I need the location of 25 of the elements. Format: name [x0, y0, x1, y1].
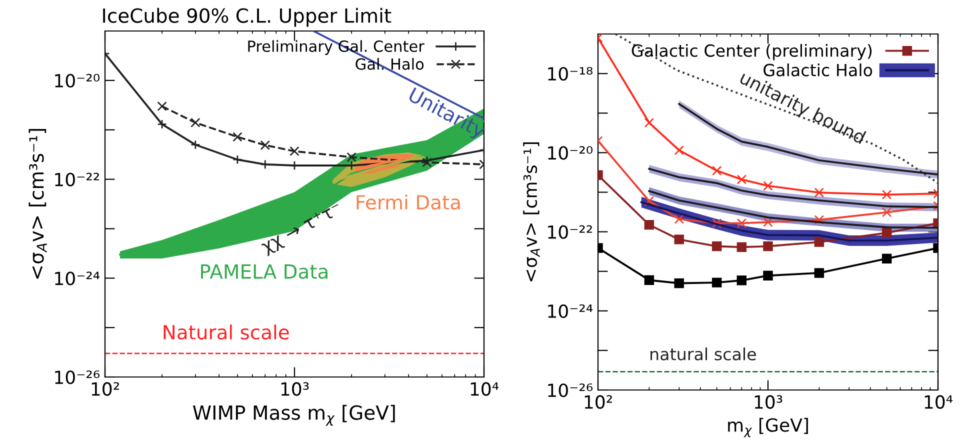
y-tick-label: 10⁻²²: [55, 172, 99, 186]
x-axis-title: WIMP Mass m$_{χ}$ [GeV]: [192, 404, 395, 426]
y-tick-label: 10⁻²⁴: [55, 272, 100, 286]
y-tick-label: 10⁻²⁶: [548, 383, 593, 398]
y-tick-label: 10⁻¹⁸: [548, 67, 592, 81]
y-tick-label: 10⁻²⁰: [548, 146, 593, 160]
y-tick-label: 10⁻²⁶: [55, 370, 100, 384]
annotation: χχ → τ⁺τ⁻: [260, 202, 344, 256]
ref-line-label: natural scale: [650, 348, 756, 360]
x-tick-label: 10⁴: [924, 395, 953, 409]
x-tick-label: 10³: [754, 395, 782, 409]
ref-line-label: Natural scale: [164, 324, 289, 340]
annotation: PAMELA Data: [201, 264, 328, 279]
y-tick-label: 10⁻²⁰: [55, 74, 100, 88]
chart-title: IceCube 90% C.L. Upper Limit: [103, 8, 392, 27]
x-tick-label: 10³: [281, 382, 309, 396]
x-tick-label: 10⁴: [470, 382, 499, 396]
x-axis-title: m$_{χ}$ [GeV]: [728, 418, 808, 438]
x-tick-label: 10²: [584, 395, 612, 409]
y-tick-label: 10⁻²⁴: [548, 304, 593, 318]
annotation: Fermi Data: [356, 194, 460, 210]
y-axis-title: <σ$_{A}$v> [cm³s⁻¹]: [28, 128, 47, 279]
y-axis-title: <σ$_{A}$v> [cm³s⁻¹]: [523, 142, 540, 282]
y-tick-label: 10⁻²²: [548, 225, 592, 239]
x-tick-label: 10²: [92, 382, 119, 396]
